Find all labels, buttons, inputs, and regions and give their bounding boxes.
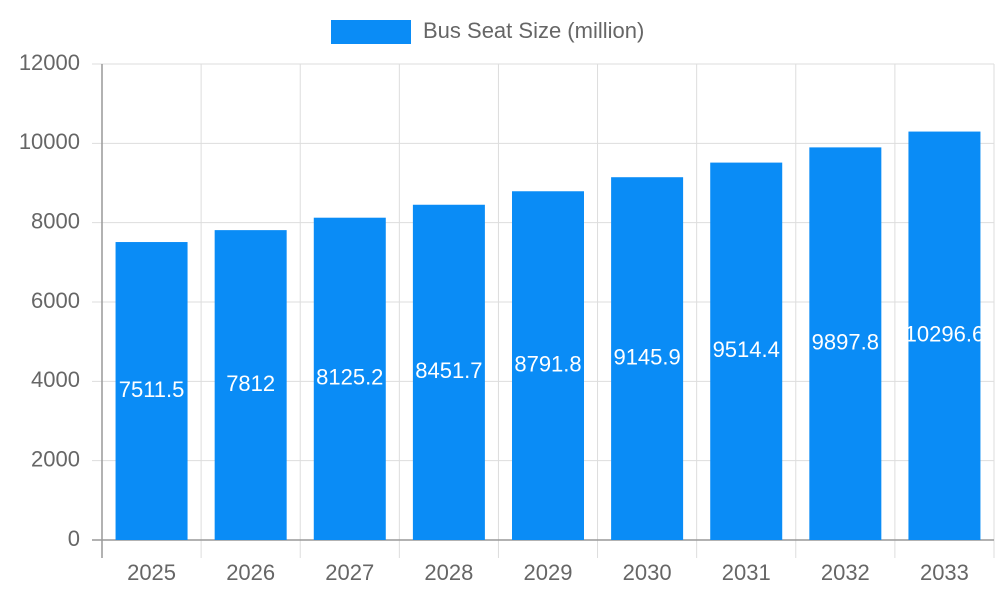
x-tick-label: 2029 <box>524 560 573 585</box>
bar <box>412 204 485 540</box>
y-tick-label: 8000 <box>31 208 80 233</box>
x-tick-label: 2028 <box>424 560 473 585</box>
x-tick-label: 2032 <box>821 560 870 585</box>
y-tick-label: 0 <box>68 526 80 551</box>
data-label: 8125.2 <box>316 365 383 390</box>
y-tick-label: 2000 <box>31 446 80 471</box>
data-label: 9145.9 <box>613 344 680 369</box>
data-label: 8451.7 <box>415 358 482 383</box>
data-label: 7511.5 <box>119 377 185 402</box>
bar <box>214 230 287 540</box>
x-tick-label: 2025 <box>127 560 176 585</box>
legend-swatch <box>331 20 411 44</box>
x-tick-label: 2026 <box>226 560 275 585</box>
y-tick-label: 4000 <box>31 367 80 392</box>
bar <box>611 177 684 540</box>
data-label: 9897.8 <box>812 330 879 355</box>
bar <box>115 242 188 541</box>
data-label: 7812 <box>226 371 275 396</box>
x-tick-label: 2033 <box>920 560 969 585</box>
legend-label: Bus Seat Size (million) <box>423 18 644 43</box>
x-tick-label: 2030 <box>623 560 672 585</box>
bar <box>512 191 584 540</box>
data-label: 8791.8 <box>514 351 581 376</box>
bar <box>908 131 981 540</box>
y-tick-label: 12000 <box>19 50 80 75</box>
y-tick-label: 10000 <box>19 129 80 154</box>
bar <box>809 147 882 540</box>
data-label: 9514.4 <box>713 337 780 362</box>
x-tick-label: 2027 <box>325 560 374 585</box>
x-tick-label: 2031 <box>722 560 771 585</box>
y-tick-label: 6000 <box>31 288 80 313</box>
bar <box>710 162 783 540</box>
bar <box>313 217 386 541</box>
data-label: 10296.6 <box>905 322 985 347</box>
